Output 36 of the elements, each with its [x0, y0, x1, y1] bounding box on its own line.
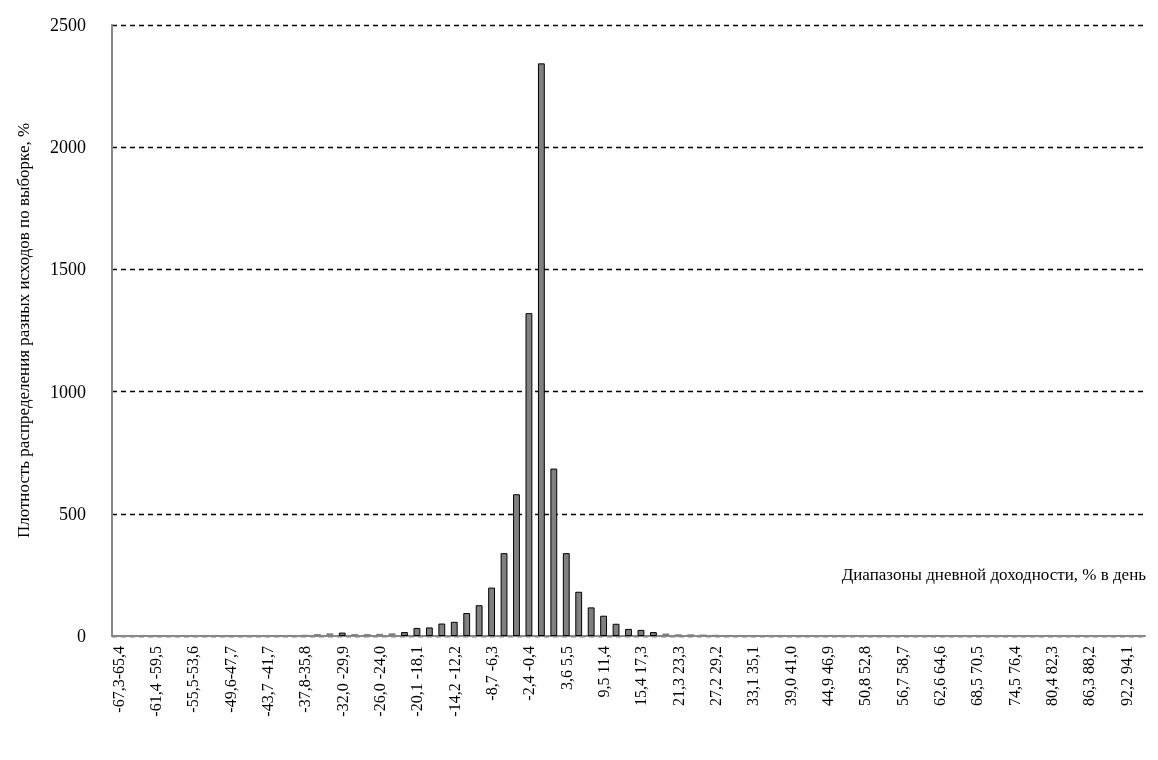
x-tick-label: -55,5-53,6 — [184, 646, 202, 713]
x-tick-label: 74,5 76,4 — [1005, 646, 1023, 706]
x-tick-label: -8,7 -6,3 — [483, 646, 501, 701]
x-tick-label: 68,5 70,5 — [968, 646, 986, 706]
x-tick-label: 44,9 46,9 — [819, 646, 837, 706]
x-tick-label: -26,0 -24,0 — [371, 646, 389, 717]
x-tick-label: -61,4 -59,5 — [147, 646, 165, 717]
x-tick-label: -20,1 -18,1 — [408, 646, 426, 717]
y-tick-label: 500 — [59, 503, 86, 524]
x-tick-label: 80,4 82,3 — [1043, 646, 1061, 706]
y-tick-label: 2500 — [50, 15, 86, 35]
y-tick-label: 1000 — [50, 381, 86, 402]
y-tick-label: 2000 — [50, 137, 86, 158]
x-tick-label: 50,8 52,8 — [856, 646, 874, 706]
x-tick-label: 27,2 29,2 — [707, 646, 725, 706]
x-tick-label: 39,0 41,0 — [781, 646, 799, 706]
x-tick-label: -67,3-65,4 — [109, 646, 127, 713]
x-tick-label: 3,6 5,5 — [557, 646, 575, 690]
x-tick-label: -43,7 -41,7 — [259, 646, 277, 717]
x-tick-label: 15,4 17,3 — [632, 646, 650, 706]
x-tick-label: 9,5 11,4 — [595, 646, 613, 698]
y-tick-label: 0 — [77, 626, 86, 646]
x-axis-title: Диапазоны дневной доходности, % в день — [841, 565, 1147, 584]
x-tick-label: -32,0 -29,9 — [333, 646, 351, 717]
x-tick-label: 21,3 23,3 — [669, 646, 687, 706]
y-tick-label: 1500 — [50, 259, 86, 280]
x-tick-label: -2,4 -0,4 — [520, 646, 538, 701]
x-tick-label: 33,1 35,1 — [744, 646, 762, 706]
x-tick-label: -14,2 -12,2 — [445, 646, 463, 717]
x-tick-label: -37,8-35,8 — [296, 646, 314, 713]
x-tick-label: 92,2 94,1 — [1117, 646, 1135, 706]
x-tick-label: 62,6 64,6 — [931, 646, 949, 706]
x-tick-label: 56,7 58,7 — [893, 646, 911, 706]
x-tick-label: -49,6-47,7 — [221, 646, 239, 713]
x-tick-label: 86,3 88,2 — [1080, 646, 1098, 706]
y-axis-title: Плотность распределения разных исходов по выборке, % — [14, 122, 33, 539]
